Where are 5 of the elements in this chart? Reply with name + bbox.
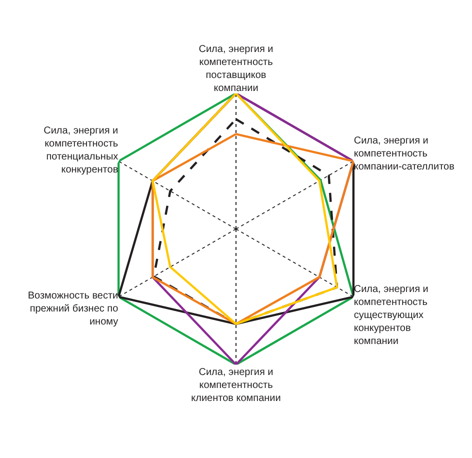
spoke-label: Сила, энергия и компетентность существующих конкурентов компании bbox=[354, 284, 428, 348]
spoke-label: Сила, энергия и компетентность поставщиков компании bbox=[198, 44, 274, 94]
spoke-label: Сила, энергия и компетентность компании-сателлитов bbox=[354, 135, 454, 172]
spoke-label: Возможность вести прежний бизнес по иному bbox=[28, 290, 119, 328]
spoke-label: Сила, энергия и компетентность клиентов компании bbox=[191, 367, 281, 404]
